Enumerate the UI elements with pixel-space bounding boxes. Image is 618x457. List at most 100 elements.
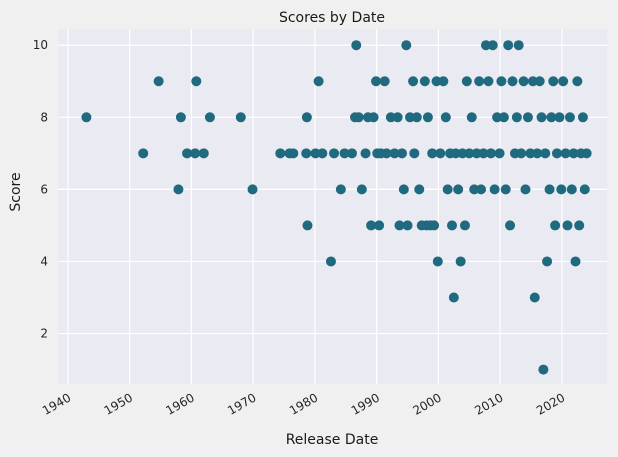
data-point bbox=[381, 148, 392, 159]
data-point bbox=[414, 184, 425, 195]
data-point bbox=[409, 148, 420, 159]
data-point bbox=[511, 112, 522, 123]
data-point bbox=[554, 112, 565, 123]
data-point bbox=[198, 148, 209, 159]
data-point bbox=[401, 40, 412, 51]
data-point bbox=[455, 256, 466, 267]
data-point bbox=[419, 76, 430, 87]
data-point bbox=[411, 112, 422, 123]
data-point bbox=[275, 148, 286, 159]
data-point bbox=[532, 148, 543, 159]
data-point bbox=[389, 148, 400, 159]
data-point bbox=[560, 148, 571, 159]
data-point bbox=[235, 112, 246, 123]
data-point bbox=[550, 220, 561, 231]
data-point bbox=[558, 76, 569, 87]
data-point bbox=[548, 76, 559, 87]
x-axis-label: Release Date bbox=[286, 432, 379, 448]
data-point bbox=[448, 292, 459, 303]
data-point bbox=[173, 184, 184, 195]
data-point bbox=[464, 148, 475, 159]
data-point bbox=[329, 148, 340, 159]
y-tick-label: 10 bbox=[33, 38, 48, 52]
data-point bbox=[346, 148, 357, 159]
data-point bbox=[570, 256, 581, 267]
data-point bbox=[564, 112, 575, 123]
data-point bbox=[453, 184, 464, 195]
data-point bbox=[371, 76, 382, 87]
data-point bbox=[392, 112, 403, 123]
data-point bbox=[432, 256, 443, 267]
data-point bbox=[394, 220, 405, 231]
data-point bbox=[572, 76, 583, 87]
data-point bbox=[204, 112, 215, 123]
data-point bbox=[520, 184, 531, 195]
data-point bbox=[522, 112, 533, 123]
data-point bbox=[566, 184, 577, 195]
data-point bbox=[313, 76, 324, 87]
data-point bbox=[459, 220, 470, 231]
data-point bbox=[485, 148, 496, 159]
data-point bbox=[498, 112, 509, 123]
data-point bbox=[556, 184, 567, 195]
data-point bbox=[442, 184, 453, 195]
data-point bbox=[301, 148, 312, 159]
data-point bbox=[368, 112, 379, 123]
data-point bbox=[536, 112, 547, 123]
data-point bbox=[247, 184, 258, 195]
data-point bbox=[325, 256, 336, 267]
data-point bbox=[353, 112, 364, 123]
data-point bbox=[478, 148, 489, 159]
data-point bbox=[476, 184, 487, 195]
data-point bbox=[474, 76, 485, 87]
data-point bbox=[175, 112, 186, 123]
data-point bbox=[366, 220, 377, 231]
data-point bbox=[182, 148, 193, 159]
data-point bbox=[461, 76, 472, 87]
data-points bbox=[81, 40, 592, 375]
data-point bbox=[301, 112, 312, 123]
data-point bbox=[351, 40, 362, 51]
data-point bbox=[538, 364, 549, 375]
data-point bbox=[562, 220, 573, 231]
data-point bbox=[302, 220, 313, 231]
data-point bbox=[466, 112, 477, 123]
data-point bbox=[396, 148, 407, 159]
data-point bbox=[487, 40, 498, 51]
data-point bbox=[505, 220, 516, 231]
data-point bbox=[402, 220, 413, 231]
data-point bbox=[579, 184, 590, 195]
data-point bbox=[190, 148, 201, 159]
data-point bbox=[518, 76, 529, 87]
data-point bbox=[489, 184, 500, 195]
data-point bbox=[516, 148, 527, 159]
data-point bbox=[500, 184, 511, 195]
data-point bbox=[438, 76, 449, 87]
data-point bbox=[398, 184, 409, 195]
data-point bbox=[551, 148, 562, 159]
data-point bbox=[427, 148, 438, 159]
data-point bbox=[544, 184, 555, 195]
data-point bbox=[483, 76, 494, 87]
data-point bbox=[568, 148, 579, 159]
y-tick-label: 4 bbox=[40, 254, 48, 268]
data-point bbox=[360, 148, 371, 159]
data-point bbox=[339, 148, 350, 159]
data-point bbox=[435, 148, 446, 159]
data-point bbox=[356, 184, 367, 195]
data-point bbox=[191, 76, 202, 87]
data-point bbox=[546, 112, 557, 123]
data-point bbox=[507, 76, 518, 87]
data-point bbox=[81, 112, 92, 123]
data-point bbox=[534, 76, 545, 87]
y-tick-labels: 2 4 6 8 10 bbox=[33, 38, 48, 340]
data-point bbox=[335, 184, 346, 195]
data-point bbox=[153, 76, 164, 87]
data-point bbox=[503, 40, 514, 51]
y-axis-label: Score bbox=[8, 172, 24, 211]
data-point bbox=[542, 256, 553, 267]
y-tick-label: 6 bbox=[40, 182, 48, 196]
y-tick-label: 2 bbox=[40, 327, 48, 341]
data-point bbox=[379, 76, 390, 87]
